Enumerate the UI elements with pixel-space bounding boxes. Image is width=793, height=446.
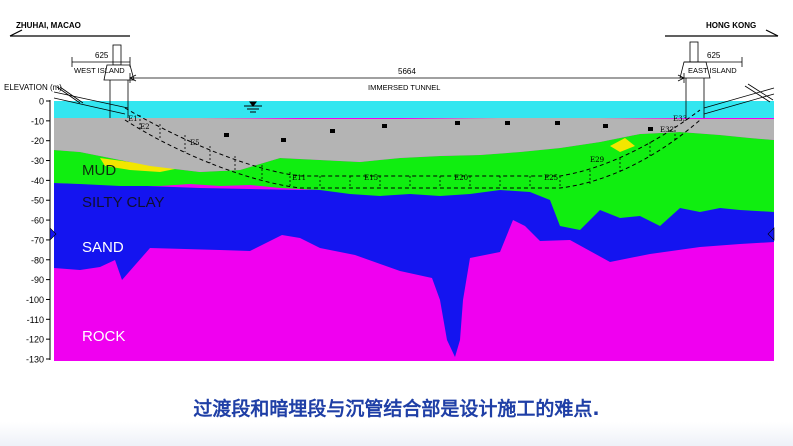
west-island-label: WEST ISLAND: [74, 66, 125, 75]
mud-layer: [54, 132, 774, 230]
figure-bottom-mask: [54, 361, 774, 392]
layer-label-silty-clay: SILTY CLAY: [82, 194, 165, 211]
layer-label-rock: ROCK: [82, 328, 125, 345]
elevation-tick-label: -50: [31, 196, 44, 206]
elevation-axis-title: ELEVATION (m): [4, 83, 62, 92]
segment-label-e15: E15: [364, 174, 378, 182]
east-island-label: EAST ISLAND: [688, 66, 737, 75]
segment-label-e25: E25: [544, 174, 558, 182]
right-place-label: HONG KONG: [706, 21, 756, 30]
sand-lens-west: [100, 158, 180, 172]
dimension-lines: [71, 57, 743, 83]
tunnel-label: IMMERSED TUNNEL: [368, 83, 440, 92]
segment-label-e1: E1: [128, 115, 138, 123]
elevation-tick-label: -100: [26, 295, 44, 305]
silty-clay-layer: [54, 183, 774, 357]
east-island-structure: [679, 41, 775, 118]
segment-label-e5: E5: [190, 139, 200, 147]
west-island-structure: [53, 44, 135, 118]
elevation-axis-ticks: 0 -10 -20 -30 -40 -50 -60 -70 -80 -90 -100 -110 -120…: [26, 97, 50, 365]
elevation-tick-label: -80: [31, 255, 44, 265]
seabed-layer: [54, 117, 774, 172]
segment-label-e32: E32: [660, 126, 674, 134]
slide-caption: 过渡段和暗埋段与沉管结合部是设计施工的难点.: [193, 398, 600, 420]
profile-break-marks: [49, 227, 775, 241]
water-level-symbol: [244, 101, 262, 113]
elevation-tick-label: -110: [27, 315, 44, 325]
seabed-markers: [224, 121, 653, 142]
segment-label-e2: E2: [140, 123, 150, 131]
elevation-tick-label: -130: [26, 355, 44, 365]
water-layer: [54, 101, 774, 118]
segment-label-e29: E29: [590, 156, 604, 164]
elevation-tick-label: -120: [26, 335, 44, 345]
layer-label-mud: MUD: [82, 162, 116, 179]
direction-arrow-east: [665, 29, 779, 37]
elevation-tick-label: -90: [31, 275, 44, 285]
elevation-tick-label: 0: [39, 97, 44, 107]
left-place-label: ZHUHAI, MACAO: [16, 21, 81, 30]
elevation-tick-label: -30: [31, 156, 44, 166]
tunnel-length: 5664: [398, 67, 416, 76]
tunnel-profile: [124, 107, 701, 189]
elevation-tick-label: -70: [31, 235, 44, 245]
segment-label-e33: E33: [673, 115, 687, 123]
rock-trench-notch: [420, 350, 440, 362]
segment-label-e11: E11: [292, 174, 306, 182]
tunnel-segment-joints: [139, 115, 676, 188]
segment-label-e20: E20: [454, 174, 468, 182]
sand-lens-east: [610, 138, 635, 152]
west-island-length: 625: [95, 51, 109, 60]
elevation-tick-label: -20: [31, 136, 44, 146]
east-island-length: 625: [707, 51, 721, 60]
geological-profile-figure: E1 E2 E5 E11 E15 E20 E25 E29 E32 E33 ZHU…: [4, 21, 779, 392]
layer-label-sand: SAND: [82, 239, 124, 256]
elevation-tick-label: -40: [31, 176, 44, 186]
elevation-tick-label: -10: [31, 116, 44, 126]
footer-band: [0, 422, 793, 446]
direction-arrow-west: [9, 29, 130, 37]
elevation-tick-label: -60: [31, 216, 44, 226]
